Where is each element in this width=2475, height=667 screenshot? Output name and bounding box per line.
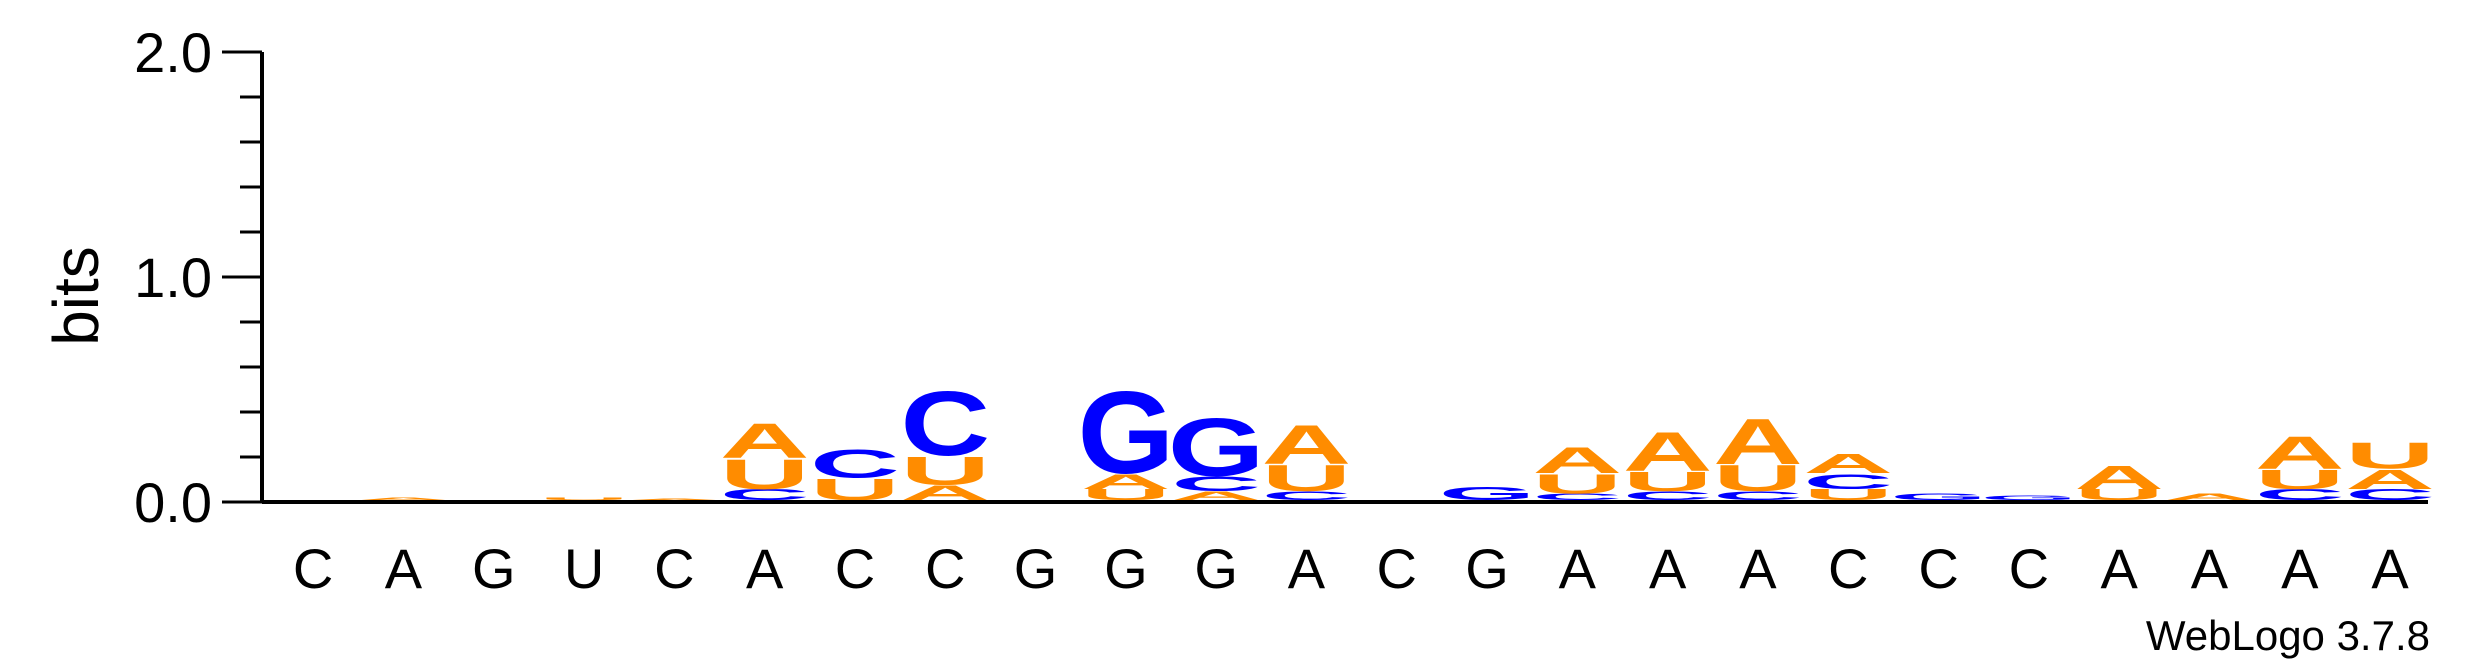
logo-letter-G: G [1890,492,1987,502]
logo-letter-C: C [1713,489,1803,503]
logo-letter-U: U [2074,486,2164,503]
x-tick-label: G [1465,537,1509,600]
logo-letter-U: U [2255,464,2345,495]
x-tick-label: A [1559,537,1597,600]
logo-letter-A: A [1081,469,1171,493]
y-axis: 0.0 1.0 2.0 [134,21,264,534]
logo-letter-A: A [629,498,719,500]
logo-letter-C: C [900,372,990,475]
logo-letter-G: G [1980,494,2077,501]
logo-letter-A: A [2165,492,2255,502]
logo-letter-A: A [720,413,810,468]
logo-letter-G: G [1077,368,1174,499]
x-tick-label: C [925,537,965,600]
x-tick-label: A [2191,537,2229,600]
logo-letter-C: C [720,486,810,503]
x-tick-label: A [385,537,423,600]
x-tick-label: G [1014,537,1058,600]
logo-letter-C: C [1532,492,1622,502]
x-tick-label: A [1739,537,1777,600]
logo-letter-A: A [2074,458,2164,496]
x-tick-label: C [1828,537,1868,600]
x-tick-label: C [835,537,875,600]
logo-letter-A: A [1623,421,1713,482]
x-tick-label: G [1104,537,1148,600]
logo-letter-U: U [1623,466,1713,497]
logo-letter-C: C [2345,486,2435,503]
y-tick-label: 2.0 [134,21,212,84]
logo-letter-A: A [1803,448,1893,479]
logo-letter-A: A [1171,489,1261,503]
logo-letter-A: A [1713,406,1803,478]
logo-letter-C: C [2255,486,2345,503]
logo-letter-U: U [1713,458,1803,499]
logo-letter-C: C [1803,469,1893,493]
x-tick-label: C [2009,537,2049,600]
x-tick-label: A [1649,537,1687,600]
logo-letter-U: U [720,450,810,498]
x-tick-label: C [293,537,333,600]
x-tick-label: A [1288,537,1326,600]
x-tick-label: C [1918,537,1958,600]
x-tick-label: A [746,537,784,600]
x-tick-label: A [2100,537,2138,600]
logo-letter-G: G [1439,483,1536,504]
logo-letter-U: U [1803,486,1893,503]
x-tick-label: A [2371,537,2409,600]
logo-letter-U: U [1262,458,1352,499]
x-tick-label: C [1377,537,1417,600]
logo-letter-A: A [359,497,449,501]
y-axis-label: bits [40,246,112,346]
logo-letter-U: U [539,497,629,501]
logo-letter-U: U [2345,436,2435,477]
x-tick-label: G [1194,537,1238,600]
logo-letter-C: C [810,441,900,486]
logo-letter-C: C [1262,489,1352,503]
y-tick-label: 1.0 [134,246,212,309]
logo-letter-G: G [1168,401,1265,494]
logo-letter-C: C [1623,489,1713,503]
logo-letter-A: A [1262,415,1352,476]
logo-letter-C: C [1171,471,1261,495]
weblogo-credit: WebLogo 3.7.8 [2146,612,2430,659]
x-tick-label: C [654,537,694,600]
x-tick-label: A [2281,537,2319,600]
logo-letter-A: A [2255,427,2345,479]
x-tick-label: G [472,537,516,600]
logo-letter-U: U [900,448,990,493]
logo-letter-U: U [1532,468,1622,499]
x-tick-label: U [564,537,604,600]
logo-letter-U: U [1081,486,1171,503]
logo-letter-A: A [2345,464,2435,495]
logo-letter-A: A [1532,440,1622,481]
y-tick-label: 0.0 [134,471,212,534]
